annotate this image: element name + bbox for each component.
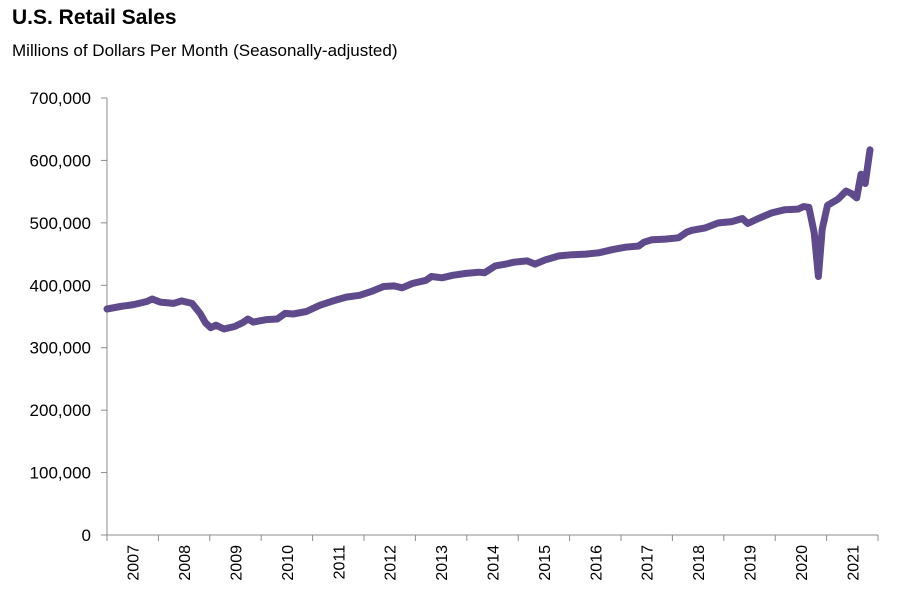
x-tick-label: 2017: [640, 545, 657, 581]
x-tick-label: 2021: [845, 545, 862, 581]
x-axis-ticks: 2007 2008 2009 2010 2011 2012 2013 2014 2015 2016…: [106, 535, 879, 581]
y-tick-label: 200,000: [30, 401, 91, 420]
chart-subtitle: Millions of Dollars Per Month (Seasonall…: [12, 41, 398, 60]
y-tick-label: 0: [82, 526, 91, 545]
axes: [106, 98, 878, 536]
x-tick-label: 2019: [743, 545, 760, 581]
y-tick-label: 700,000: [30, 89, 91, 108]
y-tick-label: 500,000: [30, 214, 91, 233]
x-tick-label: 2008: [177, 545, 194, 581]
x-tick-label: 2011: [331, 545, 348, 580]
x-tick-label: 2009: [229, 545, 246, 581]
x-tick-label: 2014: [486, 545, 503, 581]
x-tick-label: 2016: [588, 545, 605, 581]
x-tick-label: 2013: [434, 545, 451, 581]
chart-title: U.S. Retail Sales: [12, 6, 177, 29]
y-tick-label: 300,000: [30, 339, 91, 358]
x-tick-label: 2015: [537, 545, 554, 581]
series-layer: [103, 146, 874, 333]
x-tick-label: 2018: [691, 545, 708, 581]
x-tick-label: 2007: [126, 545, 143, 581]
x-tick-label: 2012: [383, 545, 400, 581]
x-tick-label: 2020: [794, 545, 811, 581]
x-tick-label: 2010: [280, 545, 297, 581]
y-tick-label: 600,000: [30, 151, 91, 170]
y-axis-ticks: 0 100,000 200,000 300,000 400,000 500,000 600,…: [30, 89, 107, 545]
y-tick-label: 100,000: [30, 464, 91, 483]
series-line: [103, 146, 874, 333]
y-tick-label: 400,000: [30, 276, 91, 295]
